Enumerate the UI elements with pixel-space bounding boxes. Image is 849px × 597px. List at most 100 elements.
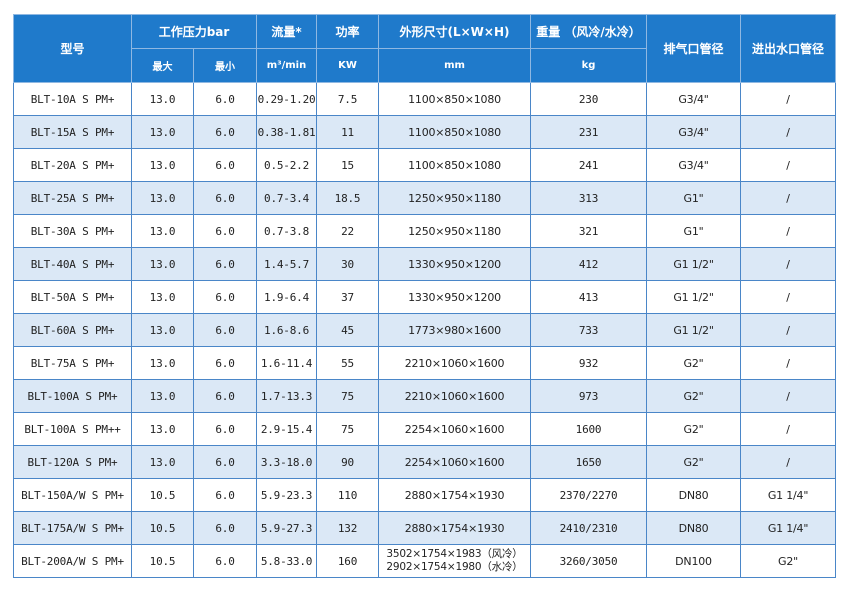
- dims-line: 3502×1754×1983（风冷）: [386, 548, 523, 560]
- header-exhaust: 排气口管径: [646, 14, 742, 83]
- cell-flow: 5.9-23.3: [256, 478, 318, 512]
- cell-flow: 1.6-11.4: [256, 346, 318, 380]
- cell-exhaust: G2": [646, 412, 742, 446]
- dims-line: 2254×1060×1600: [404, 422, 505, 436]
- cell-water: /: [740, 313, 837, 347]
- cell-flow: 0.7-3.8: [256, 214, 318, 248]
- cell-dims: 1250×950×1180: [378, 214, 532, 248]
- cell-water: /: [740, 115, 837, 149]
- cell-water: G1 1/4": [740, 478, 837, 512]
- cell-pressure-min: 6.0: [192, 214, 258, 248]
- cell-water: /: [740, 82, 837, 116]
- cell-model: BLT-200A/W S PM+: [13, 544, 132, 578]
- cell-pressure-min: 6.0: [192, 247, 258, 281]
- header-pressure-max: 最大: [131, 48, 194, 83]
- cell-pressure-max: 13.0: [131, 379, 194, 413]
- header-dims: 外形尺寸(L×W×H): [378, 14, 532, 49]
- cell-model: BLT-25A S PM+: [13, 181, 132, 215]
- table-row: BLT-25A S PM+ 13.0 6.0 0.7-3.4 18.5 1250×950×…: [13, 181, 837, 215]
- cell-pressure-min: 6.0: [192, 511, 258, 545]
- dims-line: 1773×980×1600: [408, 323, 501, 337]
- cell-water: /: [740, 214, 837, 248]
- cell-power: 75: [316, 412, 380, 446]
- cell-water: /: [740, 280, 837, 314]
- cell-pressure-min: 6.0: [192, 379, 258, 413]
- cell-exhaust: G1 1/2": [646, 313, 742, 347]
- cell-pressure-max: 13.0: [131, 247, 194, 281]
- cell-model: BLT-20A S PM+: [13, 148, 132, 182]
- spec-table: 型号 工作压力bar 流量* 功率 外形尺寸(L×W×H) 重量 （风冷/水冷）…: [13, 14, 837, 578]
- cell-power: 30: [316, 247, 380, 281]
- cell-flow: 0.7-3.4: [256, 181, 318, 215]
- cell-weight: 1650: [530, 445, 648, 479]
- cell-water: /: [740, 412, 837, 446]
- dims-line: 1100×850×1080: [408, 92, 501, 106]
- cell-weight: 321: [530, 214, 648, 248]
- cell-dims: 1773×980×1600: [378, 313, 532, 347]
- dims-line: 1330×950×1200: [408, 257, 501, 271]
- cell-weight: 313: [530, 181, 648, 215]
- cell-pressure-min: 6.0: [192, 544, 258, 578]
- header-power-unit: KW: [316, 48, 380, 83]
- cell-water: /: [740, 379, 837, 413]
- cell-weight: 1600: [530, 412, 648, 446]
- cell-model: BLT-60A S PM+: [13, 313, 132, 347]
- cell-dims: 2254×1060×1600: [378, 412, 532, 446]
- header-power: 功率: [316, 14, 380, 49]
- cell-pressure-max: 10.5: [131, 478, 194, 512]
- cell-dims: 2880×1754×1930: [378, 511, 532, 545]
- cell-pressure-max: 13.0: [131, 412, 194, 446]
- cell-pressure-max: 13.0: [131, 181, 194, 215]
- table-row: BLT-175A/W S PM+ 10.5 6.0 5.9-27.3 132 2880×1…: [13, 511, 837, 545]
- table-row: BLT-30A S PM+ 13.0 6.0 0.7-3.8 22 1250×950×11…: [13, 214, 837, 248]
- cell-weight: 413: [530, 280, 648, 314]
- cell-power: 37: [316, 280, 380, 314]
- cell-flow: 1.4-5.7: [256, 247, 318, 281]
- cell-flow: 1.6-8.6: [256, 313, 318, 347]
- cell-dims: 1100×850×1080: [378, 115, 532, 149]
- cell-exhaust: G1": [646, 181, 742, 215]
- dims-line: 1250×950×1180: [408, 224, 501, 238]
- cell-dims: 1100×850×1080: [378, 148, 532, 182]
- cell-pressure-min: 6.0: [192, 181, 258, 215]
- cell-dims: 3502×1754×1983（风冷） 2902×1754×1980（水冷）: [378, 544, 532, 578]
- cell-pressure-min: 6.0: [192, 82, 258, 116]
- table-row: BLT-15A S PM+ 13.0 6.0 0.38-1.81 11 1100×850×…: [13, 115, 837, 149]
- cell-water: /: [740, 247, 837, 281]
- cell-pressure-max: 13.0: [131, 280, 194, 314]
- cell-pressure-max: 13.0: [131, 115, 194, 149]
- cell-power: 18.5: [316, 181, 380, 215]
- cell-power: 22: [316, 214, 380, 248]
- cell-flow: 0.38-1.81: [256, 115, 318, 149]
- dims-line: 2254×1060×1600: [404, 455, 505, 469]
- cell-power: 7.5: [316, 82, 380, 116]
- cell-exhaust: DN100: [646, 544, 742, 578]
- cell-exhaust: G1 1/2": [646, 247, 742, 281]
- cell-pressure-min: 6.0: [192, 148, 258, 182]
- table-row: BLT-200A/W S PM+ 10.5 6.0 5.8-33.0 160 3502×1…: [13, 544, 837, 578]
- cell-flow: 5.8-33.0: [256, 544, 318, 578]
- cell-flow: 0.29-1.20: [256, 82, 318, 116]
- cell-pressure-min: 6.0: [192, 478, 258, 512]
- cell-exhaust: G3/4": [646, 115, 742, 149]
- cell-pressure-min: 6.0: [192, 445, 258, 479]
- table-row: BLT-20A S PM+ 13.0 6.0 0.5-2.2 15 1100×850×10…: [13, 148, 837, 182]
- dims-line: 2210×1060×1600: [404, 356, 505, 370]
- table-body: BLT-10A S PM+ 13.0 6.0 0.29-1.20 7.5 1100×850…: [13, 82, 837, 578]
- cell-power: 11: [316, 115, 380, 149]
- dims-line: 2880×1754×1930: [404, 521, 505, 535]
- cell-weight: 2410/2310: [530, 511, 648, 545]
- cell-pressure-max: 13.0: [131, 445, 194, 479]
- header-pressure-min: 最小: [192, 48, 258, 83]
- cell-water: /: [740, 181, 837, 215]
- table-row: BLT-150A/W S PM+ 10.5 6.0 5.9-23.3 110 2880×1…: [13, 478, 837, 512]
- cell-model: BLT-175A/W S PM+: [13, 511, 132, 545]
- cell-water: G1 1/4": [740, 511, 837, 545]
- cell-exhaust: G2": [646, 445, 742, 479]
- cell-pressure-max: 10.5: [131, 544, 194, 578]
- table-row: BLT-100A S PM+ 13.0 6.0 1.7-13.3 75 2210×1060…: [13, 379, 837, 413]
- cell-dims: 1330×950×1200: [378, 280, 532, 314]
- cell-dims: 2880×1754×1930: [378, 478, 532, 512]
- table-row: BLT-60A S PM+ 13.0 6.0 1.6-8.6 45 1773×980×16…: [13, 313, 837, 347]
- table-row: BLT-10A S PM+ 13.0 6.0 0.29-1.20 7.5 1100×850…: [13, 82, 837, 116]
